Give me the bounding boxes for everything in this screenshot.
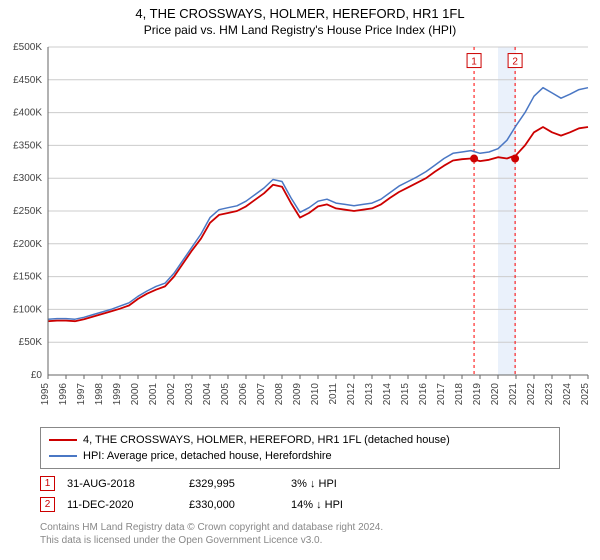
- svg-text:2022: 2022: [526, 383, 537, 406]
- svg-text:2016: 2016: [418, 383, 429, 406]
- svg-text:£250K: £250K: [13, 206, 42, 217]
- svg-text:£350K: £350K: [13, 140, 42, 151]
- chart-container: 4, THE CROSSWAYS, HOLMER, HEREFORD, HR1 …: [0, 0, 600, 547]
- legend-swatch-property: [49, 439, 77, 441]
- svg-text:2021: 2021: [508, 383, 519, 406]
- sale-date: 11-DEC-2020: [67, 499, 177, 511]
- svg-text:1998: 1998: [94, 383, 105, 406]
- footer-line-2: This data is licensed under the Open Gov…: [40, 534, 560, 547]
- svg-text:2002: 2002: [166, 383, 177, 406]
- legend-swatch-hpi: [49, 455, 77, 457]
- legend-box: 4, THE CROSSWAYS, HOLMER, HEREFORD, HR1 …: [40, 427, 560, 469]
- svg-text:2023: 2023: [544, 383, 555, 406]
- svg-text:2015: 2015: [400, 383, 411, 406]
- sales-table: 1 31-AUG-2018 £329,995 3% ↓ HPI 2 11-DEC…: [40, 473, 560, 515]
- svg-text:2024: 2024: [562, 383, 573, 406]
- svg-text:2007: 2007: [256, 383, 267, 406]
- sale-marker-1: 1: [40, 476, 55, 491]
- svg-text:1995: 1995: [40, 383, 51, 406]
- svg-text:2018: 2018: [454, 383, 465, 406]
- sale-price: £330,000: [189, 499, 279, 511]
- svg-text:2009: 2009: [292, 383, 303, 406]
- svg-text:2010: 2010: [310, 383, 321, 406]
- svg-text:2001: 2001: [148, 383, 159, 406]
- svg-text:£300K: £300K: [13, 173, 42, 184]
- svg-text:2025: 2025: [580, 383, 591, 406]
- sale-hpi-delta: 3% ↓ HPI: [291, 478, 560, 490]
- svg-text:2017: 2017: [436, 383, 447, 406]
- svg-text:2012: 2012: [346, 383, 357, 406]
- svg-text:1996: 1996: [58, 383, 69, 406]
- svg-text:£200K: £200K: [13, 239, 42, 250]
- svg-text:£400K: £400K: [13, 108, 42, 119]
- sale-marker-2: 2: [40, 497, 55, 512]
- svg-text:2013: 2013: [364, 383, 375, 406]
- svg-text:1997: 1997: [76, 383, 87, 406]
- svg-text:£100K: £100K: [13, 304, 42, 315]
- line-chart-svg: £0 £50K £100K £150K £200K £250K £300K £350K £400…: [0, 41, 600, 421]
- svg-text:2011: 2011: [328, 383, 339, 405]
- legend-item-property: 4, THE CROSSWAYS, HOLMER, HEREFORD, HR1 …: [49, 432, 551, 448]
- svg-text:1999: 1999: [112, 383, 123, 406]
- svg-text:£450K: £450K: [13, 75, 42, 86]
- svg-text:2005: 2005: [220, 383, 231, 406]
- svg-text:£150K: £150K: [13, 272, 42, 283]
- svg-text:2020: 2020: [490, 383, 501, 406]
- svg-text:2014: 2014: [382, 383, 393, 406]
- copyright-footer: Contains HM Land Registry data © Crown c…: [40, 521, 560, 547]
- svg-text:2004: 2004: [202, 383, 213, 406]
- svg-text:£0: £0: [31, 370, 43, 381]
- svg-text:2019: 2019: [472, 383, 483, 406]
- chart-title: 4, THE CROSSWAYS, HOLMER, HEREFORD, HR1 …: [0, 0, 600, 21]
- svg-text:2006: 2006: [238, 383, 249, 406]
- chart-subtitle: Price paid vs. HM Land Registry's House …: [0, 21, 600, 41]
- svg-text:£500K: £500K: [13, 42, 42, 53]
- svg-text:£50K: £50K: [19, 337, 43, 348]
- svg-text:2008: 2008: [274, 383, 285, 406]
- sale-price: £329,995: [189, 478, 279, 490]
- legend-label-property: 4, THE CROSSWAYS, HOLMER, HEREFORD, HR1 …: [83, 432, 450, 448]
- legend-label-hpi: HPI: Average price, detached house, Here…: [83, 448, 332, 464]
- svg-text:2000: 2000: [130, 383, 141, 406]
- chart-area: £0 £50K £100K £150K £200K £250K £300K £350K £400…: [0, 41, 600, 421]
- sale-row: 2 11-DEC-2020 £330,000 14% ↓ HPI: [40, 494, 560, 515]
- svg-text:2003: 2003: [184, 383, 195, 406]
- svg-text:2: 2: [512, 57, 518, 68]
- footer-line-1: Contains HM Land Registry data © Crown c…: [40, 521, 560, 534]
- legend-item-hpi: HPI: Average price, detached house, Here…: [49, 448, 551, 464]
- sale-row: 1 31-AUG-2018 £329,995 3% ↓ HPI: [40, 473, 560, 494]
- svg-text:1: 1: [471, 57, 477, 68]
- sale-hpi-delta: 14% ↓ HPI: [291, 499, 560, 511]
- sale-date: 31-AUG-2018: [67, 478, 177, 490]
